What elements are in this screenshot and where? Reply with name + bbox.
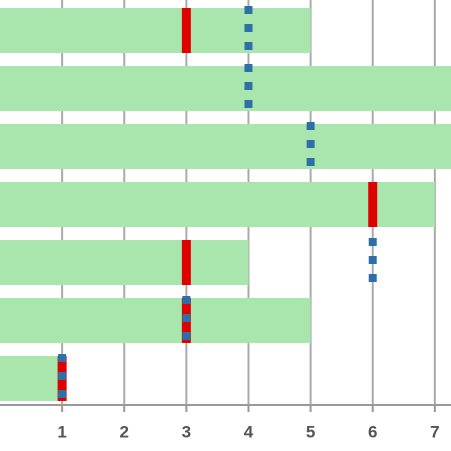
bar xyxy=(0,124,451,169)
x-tick-label: 1 xyxy=(57,422,66,441)
bar xyxy=(0,182,435,227)
bar xyxy=(0,356,60,401)
bar xyxy=(0,8,311,53)
target-marker xyxy=(368,182,378,227)
x-tick-label: 5 xyxy=(306,422,315,441)
x-tick-label: 3 xyxy=(182,422,191,441)
target-marker xyxy=(181,240,191,285)
target-marker xyxy=(181,8,191,53)
x-tick-label: 7 xyxy=(430,422,439,441)
x-tick-label: 4 xyxy=(244,422,254,441)
x-tick-label: 6 xyxy=(368,422,377,441)
x-tick-label: 2 xyxy=(120,422,129,441)
bar xyxy=(0,298,311,343)
bar xyxy=(0,66,451,111)
bar xyxy=(0,240,249,285)
